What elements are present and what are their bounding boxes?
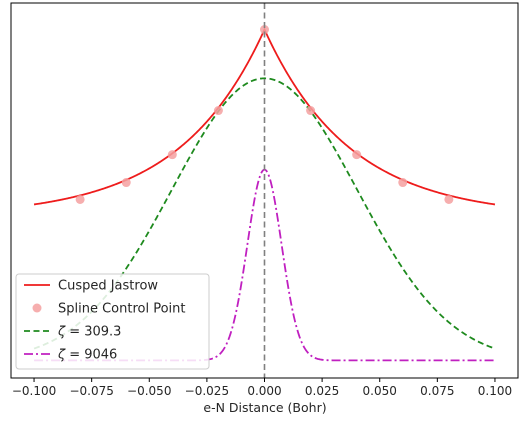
x-tick-label-1: −0.075	[69, 384, 113, 398]
x-tick-label-2: −0.050	[127, 384, 171, 398]
legend-value-2: = 309.3	[65, 325, 121, 340]
control-point-8	[444, 194, 454, 204]
control-point-0	[75, 194, 85, 204]
legend-label-1: Spline Control Point	[58, 302, 186, 317]
x-axis: −0.100 −0.075 −0.050 −0.025 0.000 0.025 0.050 0…	[12, 378, 512, 398]
x-tick-label-7: 0.075	[420, 384, 454, 398]
control-point-4	[260, 25, 269, 35]
x-tick-label-5: 0.025	[305, 384, 339, 398]
x-axis-label: e-N Distance (Bohr)	[203, 400, 326, 415]
legend-value-3: = 9046	[65, 348, 117, 363]
control-point-2	[167, 150, 177, 160]
legend: Cusped Jastrow Spline Control Point ζ = 30…	[15, 273, 210, 370]
x-tick-label-8: 0.100	[478, 384, 512, 398]
control-point-1	[121, 178, 131, 188]
x-tick-label-0: −0.100	[12, 384, 56, 398]
control-point-5	[306, 106, 316, 116]
control-point-6	[352, 150, 362, 160]
legend-handle-1	[32, 303, 42, 313]
legend-label-2: ζ = 309.3	[57, 325, 121, 340]
legend-box	[15, 273, 210, 370]
x-tick-label-6: 0.050	[363, 384, 397, 398]
control-point-3	[213, 106, 223, 116]
legend-label-3: ζ = 9046	[57, 348, 117, 363]
control-point-7	[398, 178, 408, 188]
legend-symbol-3: ζ	[57, 348, 66, 363]
legend-symbol-2: ζ	[57, 325, 66, 340]
legend-label-0: Cusped Jastrow	[58, 279, 158, 294]
x-tick-label-4: 0.000	[247, 384, 281, 398]
x-tick-label-3: −0.025	[185, 384, 229, 398]
